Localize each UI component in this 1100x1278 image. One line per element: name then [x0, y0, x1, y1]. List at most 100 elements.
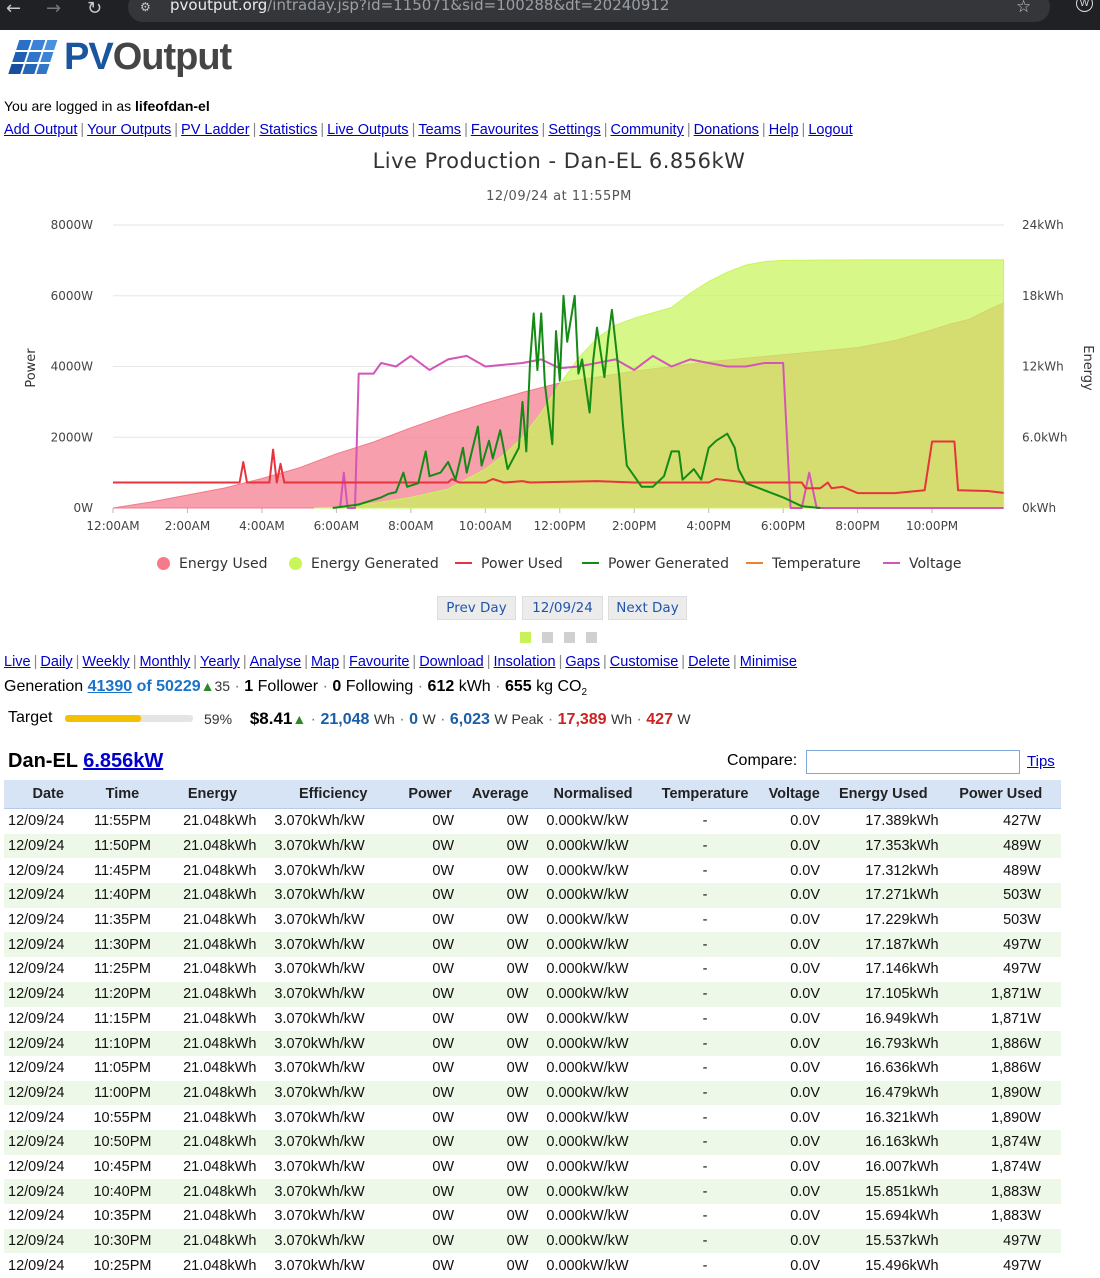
extension-icon[interactable]: W	[1076, 0, 1093, 12]
cell-power: 0W	[398, 1179, 463, 1204]
cell-time: 10:45PM	[93, 1158, 152, 1175]
cell-voltage: 0.0V	[790, 961, 821, 978]
subnav-link-minimise[interactable]: Minimise	[739, 654, 797, 670]
topnav-link-logout[interactable]: Logout	[808, 122, 853, 138]
cell-temperature: -	[647, 1080, 763, 1106]
site-info-icon[interactable]: ⚙	[140, 0, 151, 14]
topnav-link-your-outputs[interactable]: Your Outputs	[87, 122, 172, 138]
legend-power-generated[interactable]: Power Generated	[582, 556, 729, 572]
topnav-link-help[interactable]: Help	[768, 122, 799, 138]
column-header-energy[interactable]: Energy	[156, 780, 269, 809]
peak-power-unit: W Peak	[494, 711, 544, 727]
column-header-efficiency[interactable]: Efficiency	[268, 780, 399, 809]
chart-page-4[interactable]	[586, 632, 597, 643]
url-text[interactable]: pvoutput.org/intraday.jsp?id=115071&sid=…	[170, 0, 669, 14]
cell-average: 0W	[462, 833, 539, 859]
cell-date: 12/09/24	[4, 1080, 89, 1106]
live-production-chart[interactable]: 0W 2000W 4000W 6000W 8000W 0kWh 6.0kWh 12kWh 18k…	[0, 205, 1100, 545]
cell-average: 0W	[462, 981, 539, 1007]
power-used-line[interactable]	[113, 440, 1004, 495]
chart-page-1[interactable]	[520, 632, 531, 643]
nav-separator: |	[464, 122, 468, 138]
tips-link[interactable]: Tips	[1027, 753, 1055, 770]
prev-day-button[interactable]: Prev Day	[437, 596, 516, 620]
column-header-power[interactable]: Power	[398, 780, 463, 809]
legend-energy-used[interactable]: Energy Used	[157, 556, 268, 572]
compare-input[interactable]	[806, 750, 1020, 774]
cell-power-used: 427W	[1003, 813, 1041, 830]
subnav-link-yearly[interactable]: Yearly	[200, 654, 240, 670]
subnav-link-map[interactable]: Map	[310, 654, 340, 670]
subnav-link-gaps[interactable]: Gaps	[565, 654, 601, 670]
generation-rank-link[interactable]: 41390	[87, 678, 133, 695]
chart-page-2[interactable]	[542, 632, 553, 643]
subnav-link-download[interactable]: Download	[419, 654, 484, 670]
cell-date: 12/09/24	[8, 1060, 65, 1077]
column-header-voltage[interactable]: Voltage	[762, 780, 827, 809]
cell-voltage: 0.0V	[790, 912, 821, 929]
cell-energy: 21.048kWh	[156, 1179, 269, 1204]
cell-power: 0W	[398, 1129, 463, 1155]
topnav-link-pv-ladder[interactable]: PV Ladder	[181, 122, 250, 138]
energy-used-unit: Wh	[611, 711, 633, 727]
table-row: 12/09/24 10:55PM 21.048kWh 3.070kWh/kW 0W 0W 0…	[4, 1105, 1061, 1130]
cell-date: 12/09/24	[8, 1257, 65, 1274]
forward-arrow-icon[interactable]: →	[46, 0, 62, 19]
subnav-link-customise[interactable]: Customise	[609, 654, 679, 670]
cell-date: 12/09/24	[4, 1031, 89, 1056]
voltage-line[interactable]	[339, 354, 1004, 509]
subnav-link-favourite[interactable]: Favourite	[348, 654, 410, 670]
subnav-link-insolation[interactable]: Insolation	[493, 654, 556, 670]
nav-separator: |	[558, 654, 563, 670]
legend-energy-generated[interactable]: Energy Generated	[289, 556, 439, 572]
topnav-link-statistics[interactable]: Statistics	[259, 122, 318, 138]
subnav-link-monthly[interactable]: Monthly	[139, 654, 191, 670]
cell-voltage: 0.0V	[790, 862, 821, 879]
total-kwh: 612	[427, 678, 455, 695]
topnav-link-community[interactable]: Community	[610, 122, 684, 138]
subnav-link-live[interactable]: Live	[4, 654, 31, 670]
topnav-link-favourites[interactable]: Favourites	[470, 122, 539, 138]
topnav-link-live-outputs[interactable]: Live Outputs	[327, 122, 409, 138]
cell-time: 11:15PM	[93, 1010, 151, 1027]
topnav-link-teams[interactable]: Teams	[418, 122, 462, 138]
column-header-average[interactable]: Average	[462, 780, 539, 809]
subnav-link-delete[interactable]: Delete	[688, 654, 730, 670]
legend-power-used[interactable]: Power Used	[455, 556, 563, 572]
power-generated-line[interactable]	[332, 294, 821, 509]
legend-temperature[interactable]: Temperature	[746, 556, 861, 572]
energy-generated-area[interactable]	[313, 259, 1005, 509]
next-day-button[interactable]: Next Day	[608, 596, 687, 620]
cell-energy: 21.048kWh	[156, 932, 269, 958]
topnav-link-settings[interactable]: Settings	[548, 122, 601, 138]
chart-title: Live Production - Dan-EL 6.856kW	[372, 149, 746, 173]
column-header-time[interactable]: Time	[88, 780, 157, 809]
cell-power-used: 503W	[1003, 912, 1041, 929]
topnav-link-donations[interactable]: Donations	[693, 122, 759, 138]
bookmark-star-icon[interactable]: ☆	[1016, 0, 1032, 16]
subnav-link-weekly[interactable]: Weekly	[82, 654, 130, 670]
cell-power: 0W	[398, 981, 463, 1007]
topnav-link-add-output[interactable]: Add Output	[4, 122, 78, 138]
pvoutput-logo[interactable]: PVOutput	[6, 36, 232, 82]
cell-energy: 21.048kWh	[156, 833, 269, 859]
cell-temperature: -	[702, 1158, 708, 1175]
back-arrow-icon[interactable]: ←	[6, 0, 22, 19]
column-header-date[interactable]: Date	[4, 780, 89, 809]
cell-average: 0W	[506, 961, 529, 978]
legend-voltage[interactable]: Voltage	[883, 556, 962, 572]
reload-icon[interactable]: ↻	[87, 0, 103, 19]
column-header-temperature[interactable]: Temperature	[647, 780, 763, 809]
subnav-link-daily[interactable]: Daily	[40, 654, 73, 670]
cell-time: 11:35PM	[93, 912, 151, 929]
chart-page-3[interactable]	[564, 632, 575, 643]
column-header-normalised[interactable]: Normalised	[538, 780, 648, 809]
rank-change: 35	[214, 678, 231, 694]
cell-normalised: 0.000kW/kW	[546, 862, 629, 879]
date-button[interactable]: 12/09/24	[522, 596, 603, 620]
column-header-power-used[interactable]: Power Used	[940, 780, 1061, 809]
system-size-link[interactable]: 6.856kW	[83, 750, 164, 772]
column-header-energy-used[interactable]: Energy Used	[826, 780, 941, 809]
subnav-link-analyse[interactable]: Analyse	[249, 654, 302, 670]
address-bar[interactable]	[128, 0, 1050, 22]
